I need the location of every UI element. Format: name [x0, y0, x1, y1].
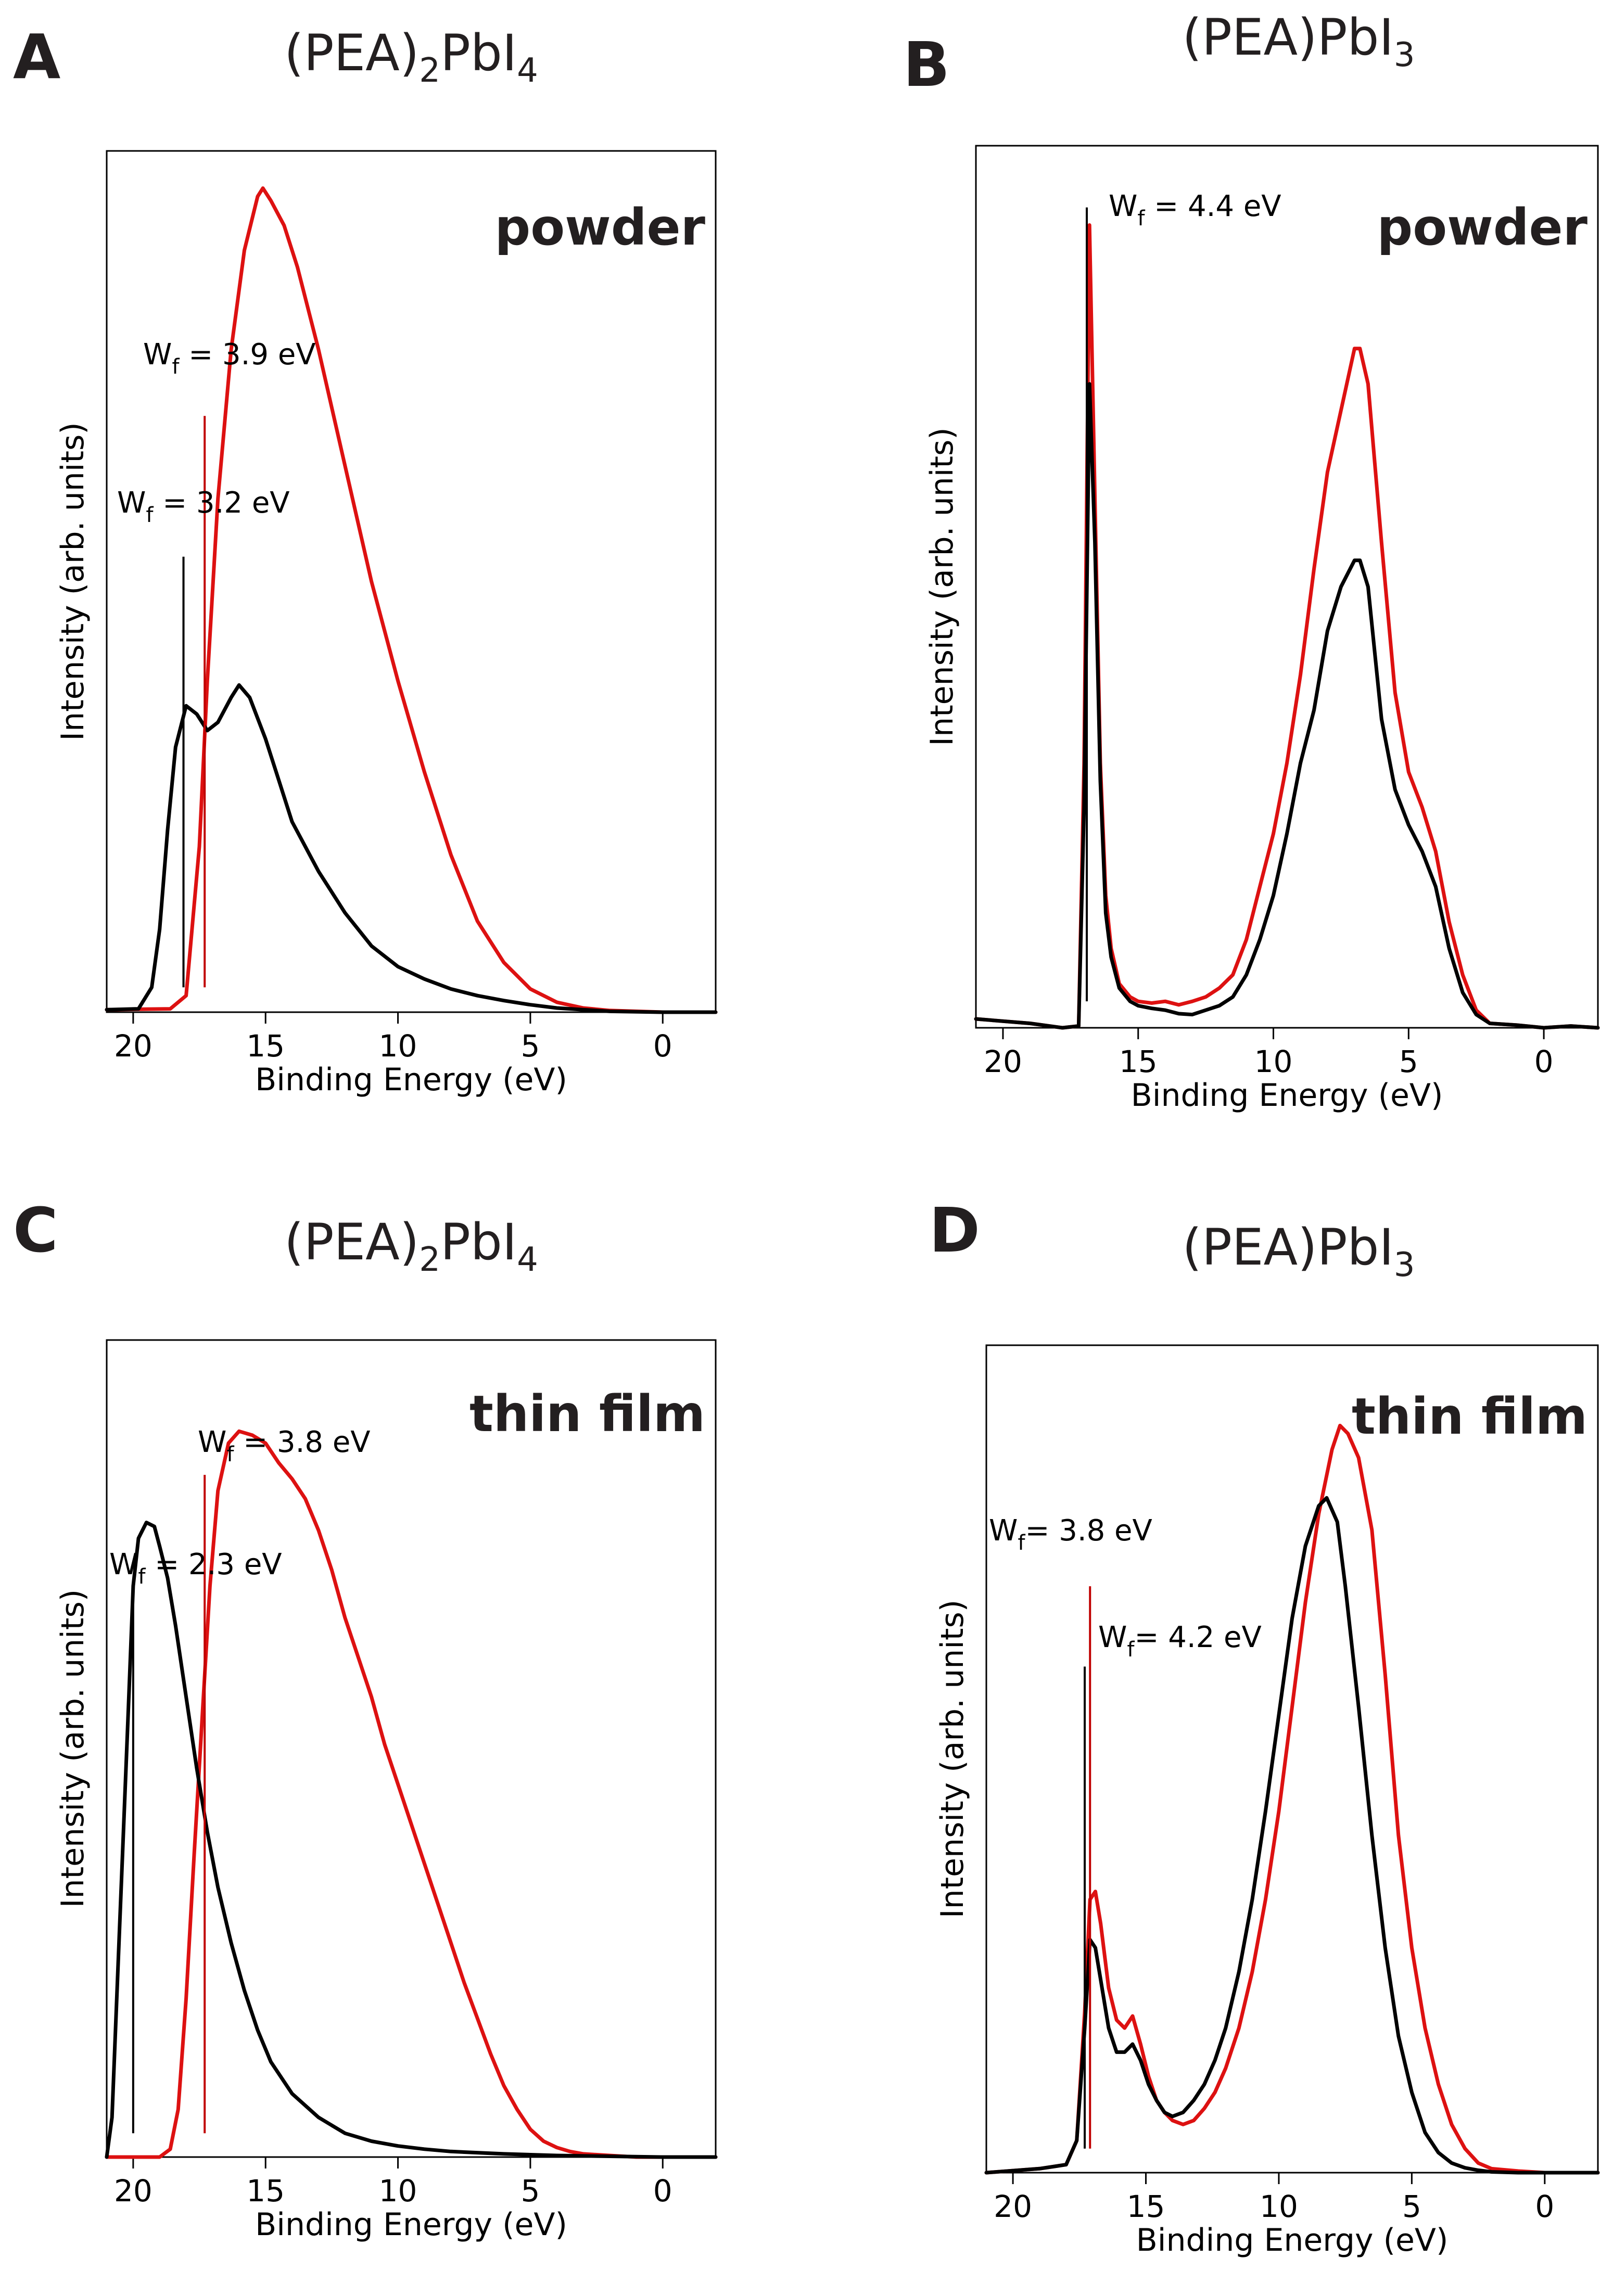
title-subscript: 2	[419, 1241, 440, 1279]
x-tick-label: 0	[1535, 2189, 1554, 2224]
wf-subscript: f	[226, 1443, 234, 1466]
work-function-label: Wf = 3.8 eV	[198, 1425, 371, 1466]
series-line-black	[105, 683, 718, 1014]
x-tick-label: 0	[1534, 1044, 1554, 1079]
panel-letter: C	[13, 1194, 58, 1266]
title-part: (PEA)	[284, 24, 419, 82]
panel-title: (PEA)PbI3	[1183, 1218, 1415, 1284]
panel-letter: A	[13, 21, 60, 93]
wf-symbol: W	[989, 1514, 1018, 1548]
series-line-black	[984, 1496, 1600, 2175]
wf-value: = 4.2 eV	[1134, 1621, 1261, 1654]
title-part: (PEA)PbI	[1183, 8, 1394, 67]
x-tick-label: 10	[1260, 2189, 1298, 2224]
panel-d: D (PEA)PbI3 20 15 10 5 0 Binding Energy (eV) Int…	[929, 1194, 1600, 2259]
x-tick-label: 20	[994, 2189, 1032, 2224]
title-part: (PEA)	[284, 1213, 419, 1271]
series-line-red	[974, 223, 1600, 1030]
x-tick-label: 10	[379, 1028, 417, 1064]
panel-letter: B	[903, 29, 950, 100]
x-tick-label: 5	[520, 2173, 540, 2209]
x-tick-label: 15	[1119, 1044, 1158, 1079]
x-tick-label: 20	[984, 1044, 1022, 1079]
wf-value: = 3.8 eV	[1025, 1514, 1152, 1548]
work-function-label: Wf = 4.4 eV	[1109, 189, 1281, 231]
x-axis-label: Binding Energy (eV)	[1131, 1077, 1443, 1114]
x-tick-label: 0	[653, 1028, 672, 1064]
y-axis-label: Intensity (arb. units)	[55, 1589, 91, 1908]
y-axis-label: Intensity (arb. units)	[55, 422, 91, 741]
x-tick-label: 0	[653, 2173, 672, 2209]
panel-letter: D	[929, 1194, 980, 1266]
x-axis-label: Binding Energy (eV)	[255, 1062, 567, 1098]
panel-title: (PEA)2PbI4	[284, 1213, 538, 1279]
work-function-label: Wf= 4.2 eV	[1098, 1621, 1262, 1662]
sample-label: thin film	[1352, 1387, 1587, 1446]
title-part: PbI	[440, 24, 517, 82]
series-line-black	[974, 382, 1600, 1030]
work-function-label: Wf = 2.3 eV	[109, 1548, 282, 1589]
wf-symbol: W	[1109, 189, 1137, 223]
wf-symbol: W	[1098, 1621, 1127, 1654]
x-tick-label: 10	[379, 2173, 417, 2209]
panel-a: A (PEA)2PbI4 20 15 10 5 0 Binding Energy (eV) In…	[13, 21, 718, 1098]
wf-subscript: f	[146, 503, 154, 527]
x-tick-label: 10	[1254, 1044, 1293, 1079]
panel-title: (PEA)2PbI4	[284, 24, 538, 90]
work-function-label: Wf = 3.2 eV	[117, 486, 290, 527]
title-subscript: 4	[517, 1241, 538, 1279]
series-line-black	[105, 1521, 718, 2159]
y-axis-label: Intensity (arb. units)	[934, 1600, 971, 1918]
wf-symbol: W	[117, 486, 146, 520]
sample-label: powder	[494, 198, 705, 257]
work-function-label: Wf= 3.8 eV	[989, 1514, 1152, 1555]
title-subscript: 4	[517, 52, 538, 90]
title-part: (PEA)PbI	[1183, 1218, 1394, 1277]
x-axis-label: Binding Energy (eV)	[1136, 2222, 1449, 2259]
title-part: PbI	[440, 1213, 517, 1271]
wf-value: = 2.3 eV	[145, 1548, 282, 1581]
x-tick-label: 5	[520, 1028, 540, 1064]
series-line-red	[105, 1429, 718, 2159]
wf-symbol: W	[143, 338, 172, 372]
x-tick-label: 15	[246, 2173, 285, 2209]
x-tick-label: 5	[1402, 2189, 1421, 2224]
x-tick-label: 20	[114, 1028, 153, 1064]
panel-c: C (PEA)2PbI4 20 15 10 5 0 Binding Energy (eV) In…	[13, 1194, 718, 2243]
wf-symbol: W	[198, 1425, 226, 1459]
panel-b: B (PEA)PbI3 20 15 10 5 0 Binding Energy (eV) Int…	[903, 8, 1600, 1114]
x-tick-label: 5	[1399, 1044, 1418, 1079]
y-axis-label: Intensity (arb. units)	[924, 427, 960, 746]
wf-value: = 3.2 eV	[153, 486, 289, 520]
series-line-red	[984, 1423, 1600, 2175]
x-tick-label: 15	[1127, 2189, 1165, 2224]
sample-label: thin film	[469, 1385, 705, 1443]
wf-symbol: W	[109, 1548, 138, 1581]
x-tick-label: 20	[114, 2173, 153, 2209]
wf-value: = 3.9 eV	[179, 338, 315, 372]
plot-frame	[985, 1344, 1599, 2174]
title-subscript: 2	[419, 52, 440, 90]
plot-frame	[106, 150, 717, 1013]
wf-subscript: f	[1018, 1531, 1025, 1555]
plot-frame	[106, 1339, 717, 2158]
work-function-label: Wf = 3.9 eV	[143, 338, 316, 379]
wf-value: = 4.4 eV	[1145, 189, 1281, 223]
wf-subscript: f	[1137, 207, 1145, 231]
x-tick-label: 15	[246, 1028, 285, 1064]
wf-subscript: f	[1127, 1638, 1135, 1662]
title-subscript: 3	[1394, 1246, 1415, 1284]
x-axis-label: Binding Energy (eV)	[255, 2206, 567, 2243]
sample-label: powder	[1377, 198, 1587, 257]
series-line-red	[105, 186, 718, 1014]
panel-title: (PEA)PbI3	[1183, 8, 1415, 74]
wf-value: = 3.8 eV	[234, 1425, 370, 1459]
wf-subscript: f	[138, 1565, 146, 1589]
title-subscript: 3	[1394, 36, 1415, 74]
plot-frame	[975, 145, 1599, 1029]
wf-subscript: f	[172, 355, 180, 379]
